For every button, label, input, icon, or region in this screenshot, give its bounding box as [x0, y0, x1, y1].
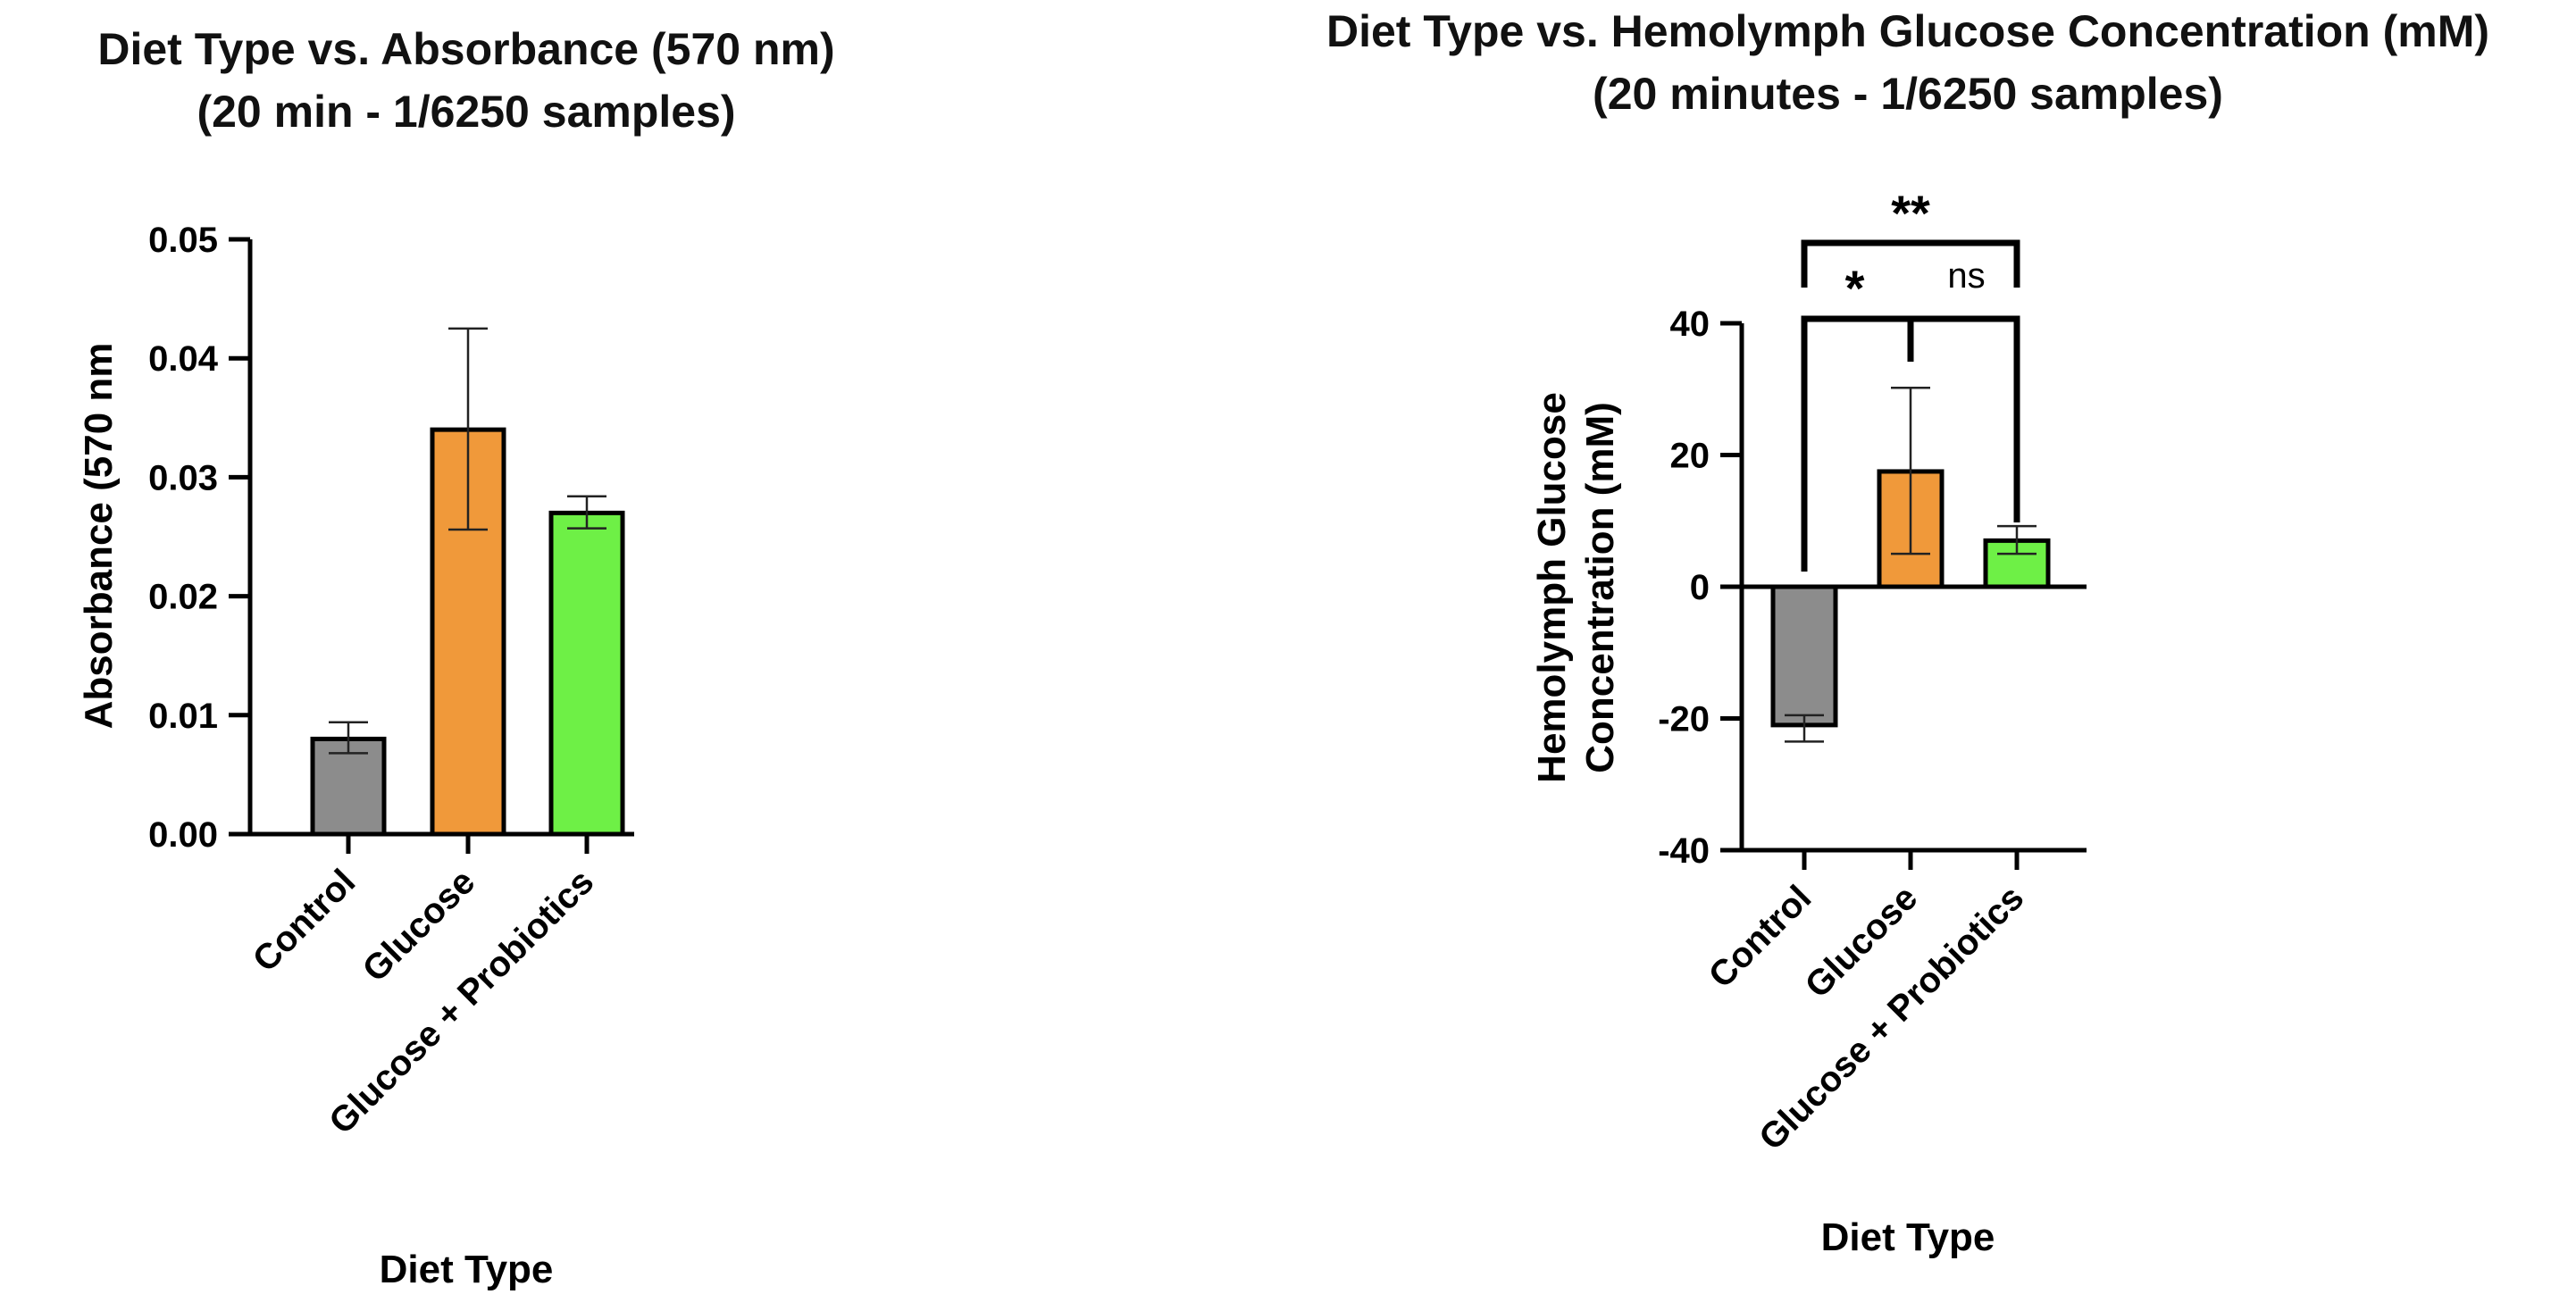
chart2-ytick-label: 40: [1670, 305, 1710, 344]
chart2-subtitle: (20 minutes - 1/6250 samples): [1593, 69, 2223, 119]
chart2-sig-label-outer: **: [1891, 185, 1930, 241]
chart1-plot: 0.000.010.020.030.040.05ControlGlucoseGl…: [148, 221, 634, 1142]
chart1-ytick-label: 0.05: [148, 221, 218, 260]
chart2-ylabel-line2: Concentration (mM): [1578, 402, 1622, 773]
chart2-sig-bracket-outer: [1801, 239, 2020, 288]
chart1-ytick-label: 0.03: [148, 458, 218, 497]
chart2-ytick-label: -40: [1658, 831, 1710, 871]
chart1-title: Diet Type vs. Absorbance (570 nm): [97, 24, 834, 74]
chart1-bar: [310, 736, 387, 837]
chart1-xlabel: Diet Type: [380, 1248, 554, 1291]
chart1-subtitle: (20 min - 1/6250 samples): [197, 87, 735, 137]
chart2-bar: [1770, 584, 1838, 728]
chart2-title: Diet Type vs. Hemolymph Glucose Concentr…: [1326, 6, 2489, 56]
chart2-ytick-label: -20: [1658, 700, 1710, 739]
chart1-ylabel: Absorbance (570 nm: [77, 343, 121, 730]
chart2-ylabel-line1: Hemolymph Glucose: [1530, 392, 1574, 783]
chart2-xlabel: Diet Type: [1821, 1215, 1995, 1259]
chart1-category-label: Control: [246, 862, 364, 980]
chart2-ytick-label: 0: [1690, 568, 1710, 607]
chart1-ytick-label: 0.04: [148, 339, 219, 379]
chart1-category-label: Glucose: [355, 862, 483, 990]
chart2-ytick-label: 20: [1670, 437, 1710, 476]
chart1-ytick-label: 0.01: [148, 697, 218, 736]
chart1-ytick-label: 0.00: [148, 815, 218, 855]
chart2-sig-label-right: ns: [1947, 256, 1985, 296]
chart1-bar: [548, 510, 625, 837]
chart1-ytick-label: 0.02: [148, 578, 218, 617]
chart2-sig-label-left: *: [1845, 260, 1865, 316]
